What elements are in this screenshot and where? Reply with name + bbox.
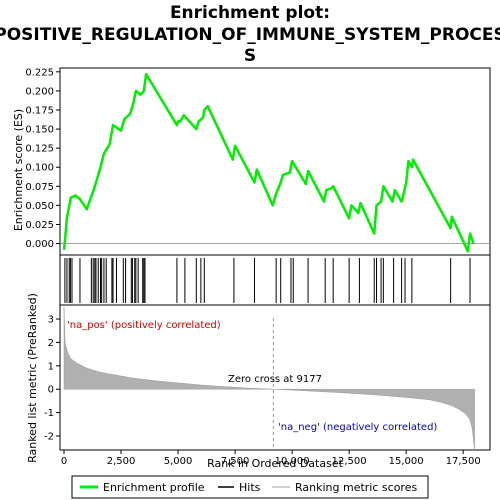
neg-region-label: 'na_neg' (negatively correlated) bbox=[278, 422, 437, 433]
chart-title-line-3: S bbox=[244, 46, 256, 66]
ranking-metric-area bbox=[63, 307, 475, 451]
rank-xtick-label: 10,000 bbox=[275, 456, 310, 467]
rank-xtick-label: 15,000 bbox=[389, 456, 424, 467]
legend-hits-label: Hits bbox=[239, 481, 261, 494]
chart-title-line-1: Enrichment plot: bbox=[170, 3, 330, 23]
es-ytick-label: 0.050 bbox=[25, 201, 54, 212]
es-ytick-label: 0.025 bbox=[25, 220, 54, 231]
rank-xtick-label: 12,500 bbox=[332, 456, 367, 467]
enrichment-profile-line bbox=[62, 72, 475, 253]
es-ytick-label: 0.125 bbox=[25, 144, 54, 155]
ranked-metric-panel bbox=[59, 304, 491, 451]
es-ytick-label: 0.100 bbox=[25, 163, 54, 174]
rank-axis-label: Rank in Ordered Dataset bbox=[207, 457, 344, 470]
hit-markers bbox=[64, 258, 471, 303]
metric-ytick-label: 1 bbox=[48, 361, 54, 372]
metric-ytick-label: -2 bbox=[44, 431, 54, 442]
rank-xtick-label: 0 bbox=[61, 456, 67, 467]
rank-xtick-label: 7,500 bbox=[221, 456, 250, 467]
rank-xtick-label: 17,500 bbox=[446, 456, 481, 467]
es-ytick-label: 0.175 bbox=[25, 105, 54, 116]
rank-x-axis: 0 2,500 5,000 7,500 10,000 12,500 15,000 17,500 bbox=[61, 450, 481, 467]
es-ytick-label: 0.075 bbox=[25, 182, 54, 193]
pos-region-label: 'na_pos' (positively correlated) bbox=[67, 320, 221, 331]
chart-title-line-2: POSITIVE_REGULATION_OF_IMMUNE_SYSTEM_PRO… bbox=[0, 25, 500, 45]
legend-frame bbox=[71, 475, 429, 499]
rank-xtick-label: 5,000 bbox=[164, 456, 193, 467]
rank-xtick-label: 2,500 bbox=[107, 456, 136, 467]
es-ytick-label: 0.000 bbox=[25, 239, 54, 250]
enrichment-profile-series bbox=[62, 72, 475, 253]
hits-panel bbox=[59, 254, 491, 306]
legend-metric-label: Ranking metric scores bbox=[295, 481, 417, 494]
legend: Enrichment profile Hits Ranking metric s… bbox=[71, 475, 429, 499]
ranking-metric-fill bbox=[63, 307, 475, 451]
es-ytick-label: 0.225 bbox=[25, 67, 54, 78]
legend-enrichment-label: Enrichment profile bbox=[103, 481, 205, 494]
metric-y-axis: 3 2 1 0 -1 -2 bbox=[44, 315, 60, 442]
hits-panel-frame bbox=[59, 254, 491, 306]
metric-ytick-label: -1 bbox=[44, 408, 54, 419]
metric-ytick-label: 0 bbox=[48, 385, 54, 396]
es-y-axis: 0.000 0.025 0.050 0.075 0.100 0.125 0.150 0.175… bbox=[25, 67, 60, 250]
es-ytick-label: 0.150 bbox=[25, 125, 54, 136]
ranked-metric-panel-frame bbox=[59, 304, 491, 451]
es-ytick-label: 0.200 bbox=[25, 86, 54, 97]
zero-cross-label: Zero cross at 9177 bbox=[228, 374, 322, 385]
metric-ytick-label: 3 bbox=[48, 315, 54, 326]
es-axis-label: Enrichment score (ES) bbox=[12, 109, 25, 231]
metric-ytick-label: 2 bbox=[48, 338, 54, 349]
metric-axis-label: Ranked list metric (PreRanked) bbox=[26, 293, 39, 463]
